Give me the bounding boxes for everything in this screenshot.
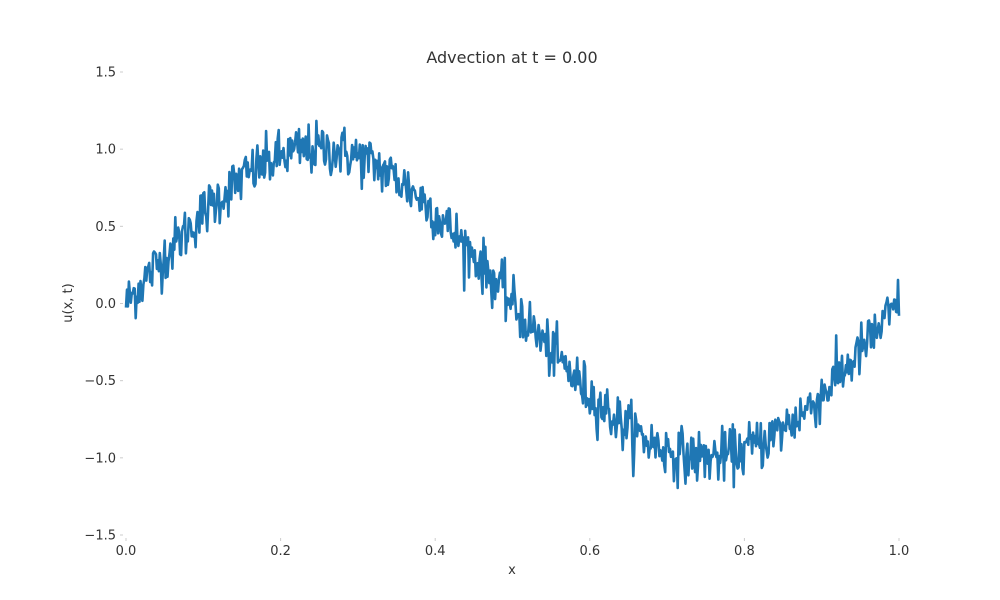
x-tick-label: 0.8 xyxy=(734,544,755,559)
plot-area xyxy=(124,119,901,490)
y-tick-label: 1.5 xyxy=(95,66,116,81)
x-tick-label: 1.0 xyxy=(889,544,910,559)
y-axis-label: u(x, t) xyxy=(61,283,76,322)
x-tick-label: 0.6 xyxy=(579,544,600,559)
x-axis: 0.0 0.2 0.4 0.6 0.8 1.0 xyxy=(116,538,910,559)
y-tick-label: 0.5 xyxy=(95,220,116,235)
x-tick-label: 0.0 xyxy=(116,544,137,559)
y-axis: 1.5 1.0 0.5 0.0 −0.5 −1.0 −1.5 xyxy=(84,66,123,544)
y-tick-label: 0.0 xyxy=(95,297,116,312)
x-tick-label: 0.2 xyxy=(270,544,291,559)
y-tick-label: 1.0 xyxy=(95,143,116,158)
x-tick-label: 0.4 xyxy=(425,544,446,559)
series-line xyxy=(124,119,901,490)
y-tick-label: −1.0 xyxy=(84,451,116,466)
chart-title: Advection at t = 0.00 xyxy=(426,48,597,67)
x-axis-label: x xyxy=(508,563,516,578)
y-tick-label: −1.5 xyxy=(84,529,116,544)
y-tick-label: −0.5 xyxy=(84,374,116,389)
